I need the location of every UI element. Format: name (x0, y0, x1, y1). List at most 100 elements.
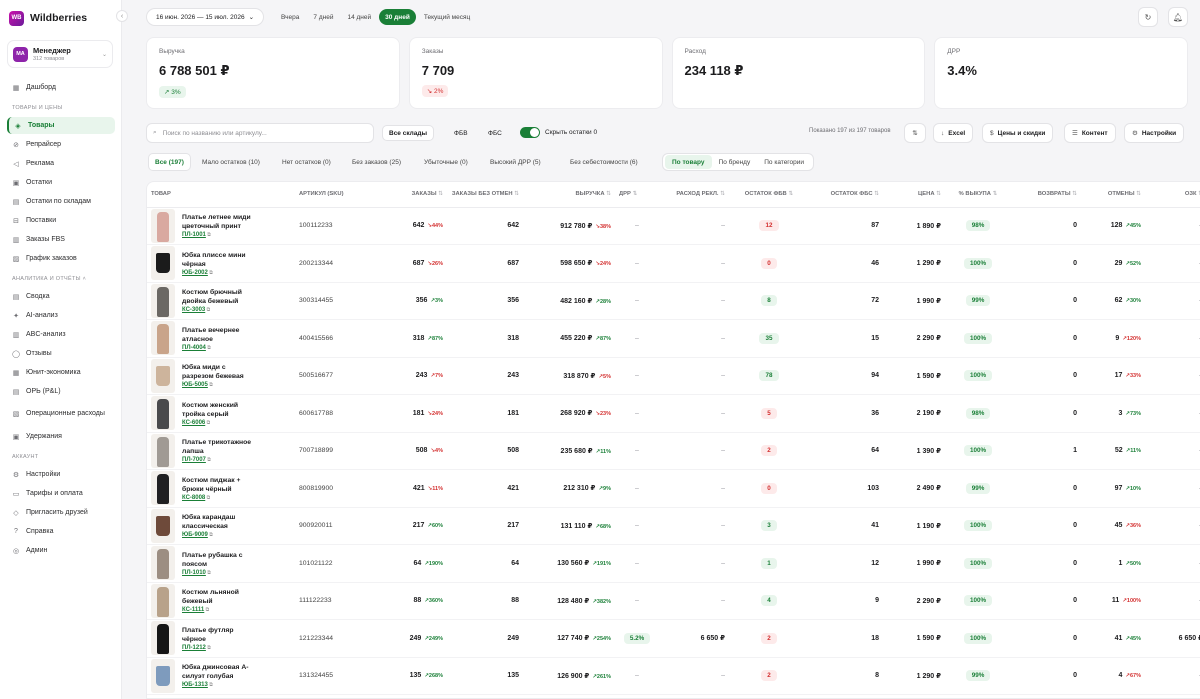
product-code-link[interactable]: ПЛ-1212 (182, 644, 206, 651)
column-header[interactable]: РАСХОД РЕКЛ. ⇅ (659, 182, 729, 208)
sidebar-item-items3-2[interactable]: ◇ Пригласить друзей (13, 508, 88, 517)
table-row[interactable]: Юбка плиссе мини чёрная ЮБ-2002 ⧉ 20021334… (147, 244, 1200, 283)
column-header[interactable]: ОТМЕНЫ ⇅ (1081, 182, 1145, 208)
grouping-0[interactable]: По товару (665, 155, 712, 169)
product-code-link[interactable]: ПЛ-4004 (182, 344, 206, 351)
brand[interactable]: WB Wildberries (9, 10, 87, 26)
search-input[interactable]: ⌕ Поиск по названию или артикулу... (146, 123, 374, 143)
table-row[interactable]: Юбка джинсовая А-силуэт голубая ЮБ-1313 ⧉… (147, 657, 1200, 695)
product-thumbnail[interactable] (151, 583, 175, 618)
column-header[interactable]: ДРР ⇅ (615, 182, 659, 208)
period-4[interactable]: Текущий месяц (423, 13, 471, 21)
copy-icon[interactable]: ⧉ (207, 532, 213, 539)
warehouse-fbs[interactable]: ФБС (488, 129, 502, 137)
period-2[interactable]: 14 дней (347, 13, 372, 21)
column-header[interactable]: ТОВАР (147, 182, 295, 208)
grouping-1[interactable]: По бренду (718, 158, 751, 166)
product-code-link[interactable]: КС-6006 (182, 419, 206, 426)
period-1[interactable]: 7 дней (313, 13, 334, 21)
copy-icon[interactable]: ⧉ (205, 457, 211, 464)
product-thumbnail[interactable] (151, 321, 175, 356)
settings-button[interactable]: ⚙ Настройки (1124, 123, 1185, 143)
column-header[interactable]: АРТИКУЛ (SKU) (295, 182, 375, 208)
product-thumbnail[interactable] (151, 283, 175, 318)
sidebar-item-items3-1[interactable]: ▭ Тарифы и оплата (12, 489, 83, 498)
sidebar-item-items2-6[interactable]: ▧ Операционные расходы (12, 410, 105, 418)
excel-button[interactable]: ↓ Excel (933, 123, 974, 143)
product-thumbnail[interactable] (151, 658, 175, 693)
product-code-link[interactable]: ПЛ-1001 (182, 232, 206, 239)
sidebar-item-items3-3[interactable]: ? Справка (7, 523, 115, 540)
copy-icon[interactable]: ⧉ (204, 607, 210, 614)
table-row[interactable]: Костюм брючный двойка бежевый КС-3003 ⧉ 30… (147, 282, 1200, 320)
warehouse-fbv[interactable]: ФБВ (454, 129, 468, 137)
table-row[interactable]: Юбка карандаш классическая ЮБ-9009 ⧉ 90092… (147, 507, 1200, 545)
sidebar-item-items2-2[interactable]: ▥ ABC-анализ (12, 330, 66, 339)
hide-zero-stock-toggle[interactable]: Скрыть остатки 0 (520, 127, 597, 138)
refresh-button[interactable]: ↻ (1138, 7, 1158, 27)
table-row[interactable]: Платье вечернее атласное ПЛ-4004 ⧉ 4004155… (147, 319, 1200, 358)
notifications-button[interactable]: 🔔︎ (1168, 7, 1188, 27)
table-row[interactable]: Костюм женский тройка серый КС-6006 ⧉ 6006… (147, 394, 1200, 433)
grouping-2[interactable]: По категории (764, 158, 805, 166)
product-code-link[interactable]: КС-1111 (182, 607, 205, 614)
sidebar-item-items1-5[interactable]: ⊟ Поставки (13, 216, 57, 225)
product-code-link[interactable]: КС-8008 (182, 494, 206, 501)
column-header[interactable]: ЗАКАЗЫ БЕЗ ОТМЕН ⇅ (447, 182, 523, 208)
product-code-link[interactable]: ЮБ-5005 (182, 382, 208, 389)
table-row[interactable]: Платье летнее миди цветочный принт ПЛ-100… (147, 207, 1200, 245)
table-row[interactable]: Костюм льняной бежевый КС-1111 ⧉ 111122233… (147, 582, 1200, 620)
period-3[interactable]: 30 дней (379, 9, 416, 25)
column-header[interactable]: ОЗК ⇅ (1145, 182, 1200, 208)
sidebar-item-items2-5[interactable]: ▤ ОРЬ (P&L) (12, 387, 61, 396)
product-code-link[interactable]: ЮБ-9009 (182, 532, 208, 539)
product-code-link[interactable]: ЮБ-1313 (182, 682, 208, 689)
copy-icon[interactable]: ⧉ (205, 494, 211, 501)
period-0[interactable]: Вчера (281, 13, 300, 21)
column-header[interactable]: % ВЫКУПА ⇅ (945, 182, 1011, 208)
table-row[interactable]: Костюм пиджак + брюки чёрный КС-8008 ⧉ 800… (147, 469, 1200, 508)
product-thumbnail[interactable] (151, 358, 175, 393)
sidebar-item-items2-3[interactable]: ◯ Отзывы (12, 349, 52, 358)
product-thumbnail[interactable] (151, 396, 175, 431)
copy-icon[interactable]: ⧉ (207, 682, 213, 689)
content-button[interactable]: ☰ Контент (1064, 123, 1116, 143)
product-code-link[interactable]: КС-3003 (182, 307, 206, 314)
table-row[interactable]: Юбка миди с разрезом бежевая ЮБ-5005 ⧉ 500… (147, 357, 1200, 395)
filter-tab-5[interactable]: Высокий ДРР (5) (490, 158, 541, 166)
product-code-link[interactable]: ПЛ-7007 (182, 457, 206, 464)
sidebar-item-items2-1[interactable]: ✦ AI-анализ (13, 311, 58, 320)
column-header[interactable]: ВЫРУЧКА ⇅ (523, 182, 615, 208)
filter-tab-6[interactable]: Без себестоимости (6) (570, 158, 638, 166)
collapse-sidebar-button[interactable]: ‹ (116, 10, 128, 22)
sidebar-item-items1-7[interactable]: ▨ График заказов (12, 254, 77, 263)
column-header[interactable]: ОСТАТОК ФБС ⇅ (809, 182, 883, 208)
sidebar-item-items2-7[interactable]: ▣ Удержания (12, 432, 62, 441)
copy-icon[interactable]: ⧉ (205, 307, 211, 314)
copy-icon[interactable]: ⧉ (207, 382, 213, 389)
copy-icon[interactable]: ⧉ (205, 232, 211, 239)
table-row[interactable]: Платье трикотажное лапша ПЛ-7007 ⧉ 7007188… (147, 432, 1200, 470)
product-thumbnail[interactable] (151, 621, 175, 656)
product-thumbnail[interactable] (151, 546, 175, 581)
column-header[interactable]: ЦЕНА ⇅ (883, 182, 945, 208)
sidebar-item-items1-0[interactable]: ◈ Товары (7, 117, 115, 134)
copy-icon[interactable]: ⧉ (207, 269, 213, 276)
product-thumbnail[interactable] (151, 246, 175, 281)
toggle-switch[interactable] (520, 127, 540, 138)
sort-button[interactable]: ⇅ (904, 123, 926, 143)
product-code-link[interactable]: ПЛ-1010 (182, 569, 206, 576)
sidebar-item-items1-1[interactable]: ⊘ Репрайсер (13, 140, 62, 149)
sidebar-item-items1-3[interactable]: ▣ Остатки (12, 178, 52, 187)
sidebar-item-dashboard[interactable]: ▦ Дашборд (12, 83, 56, 92)
prices-button[interactable]: $ Цены и скидки (982, 123, 1054, 143)
account-switcher[interactable]: MA Менеджер 312 товаров ⌄ (7, 40, 113, 68)
table-row[interactable]: Платье футляр чёрное ПЛ-1212 ⧉ 121223344 24… (147, 619, 1200, 658)
sidebar-item-items3-4[interactable]: ◎ Админ (12, 546, 48, 555)
filter-tab-0[interactable]: Все (197) (148, 153, 191, 171)
product-thumbnail[interactable] (151, 508, 175, 543)
sidebar-item-items1-4[interactable]: ▤ Остатки по складам (12, 197, 91, 206)
warehouse-all[interactable]: Все склады (382, 125, 435, 141)
copy-icon[interactable]: ⧉ (205, 419, 211, 426)
copy-icon[interactable]: ⧉ (205, 644, 211, 651)
